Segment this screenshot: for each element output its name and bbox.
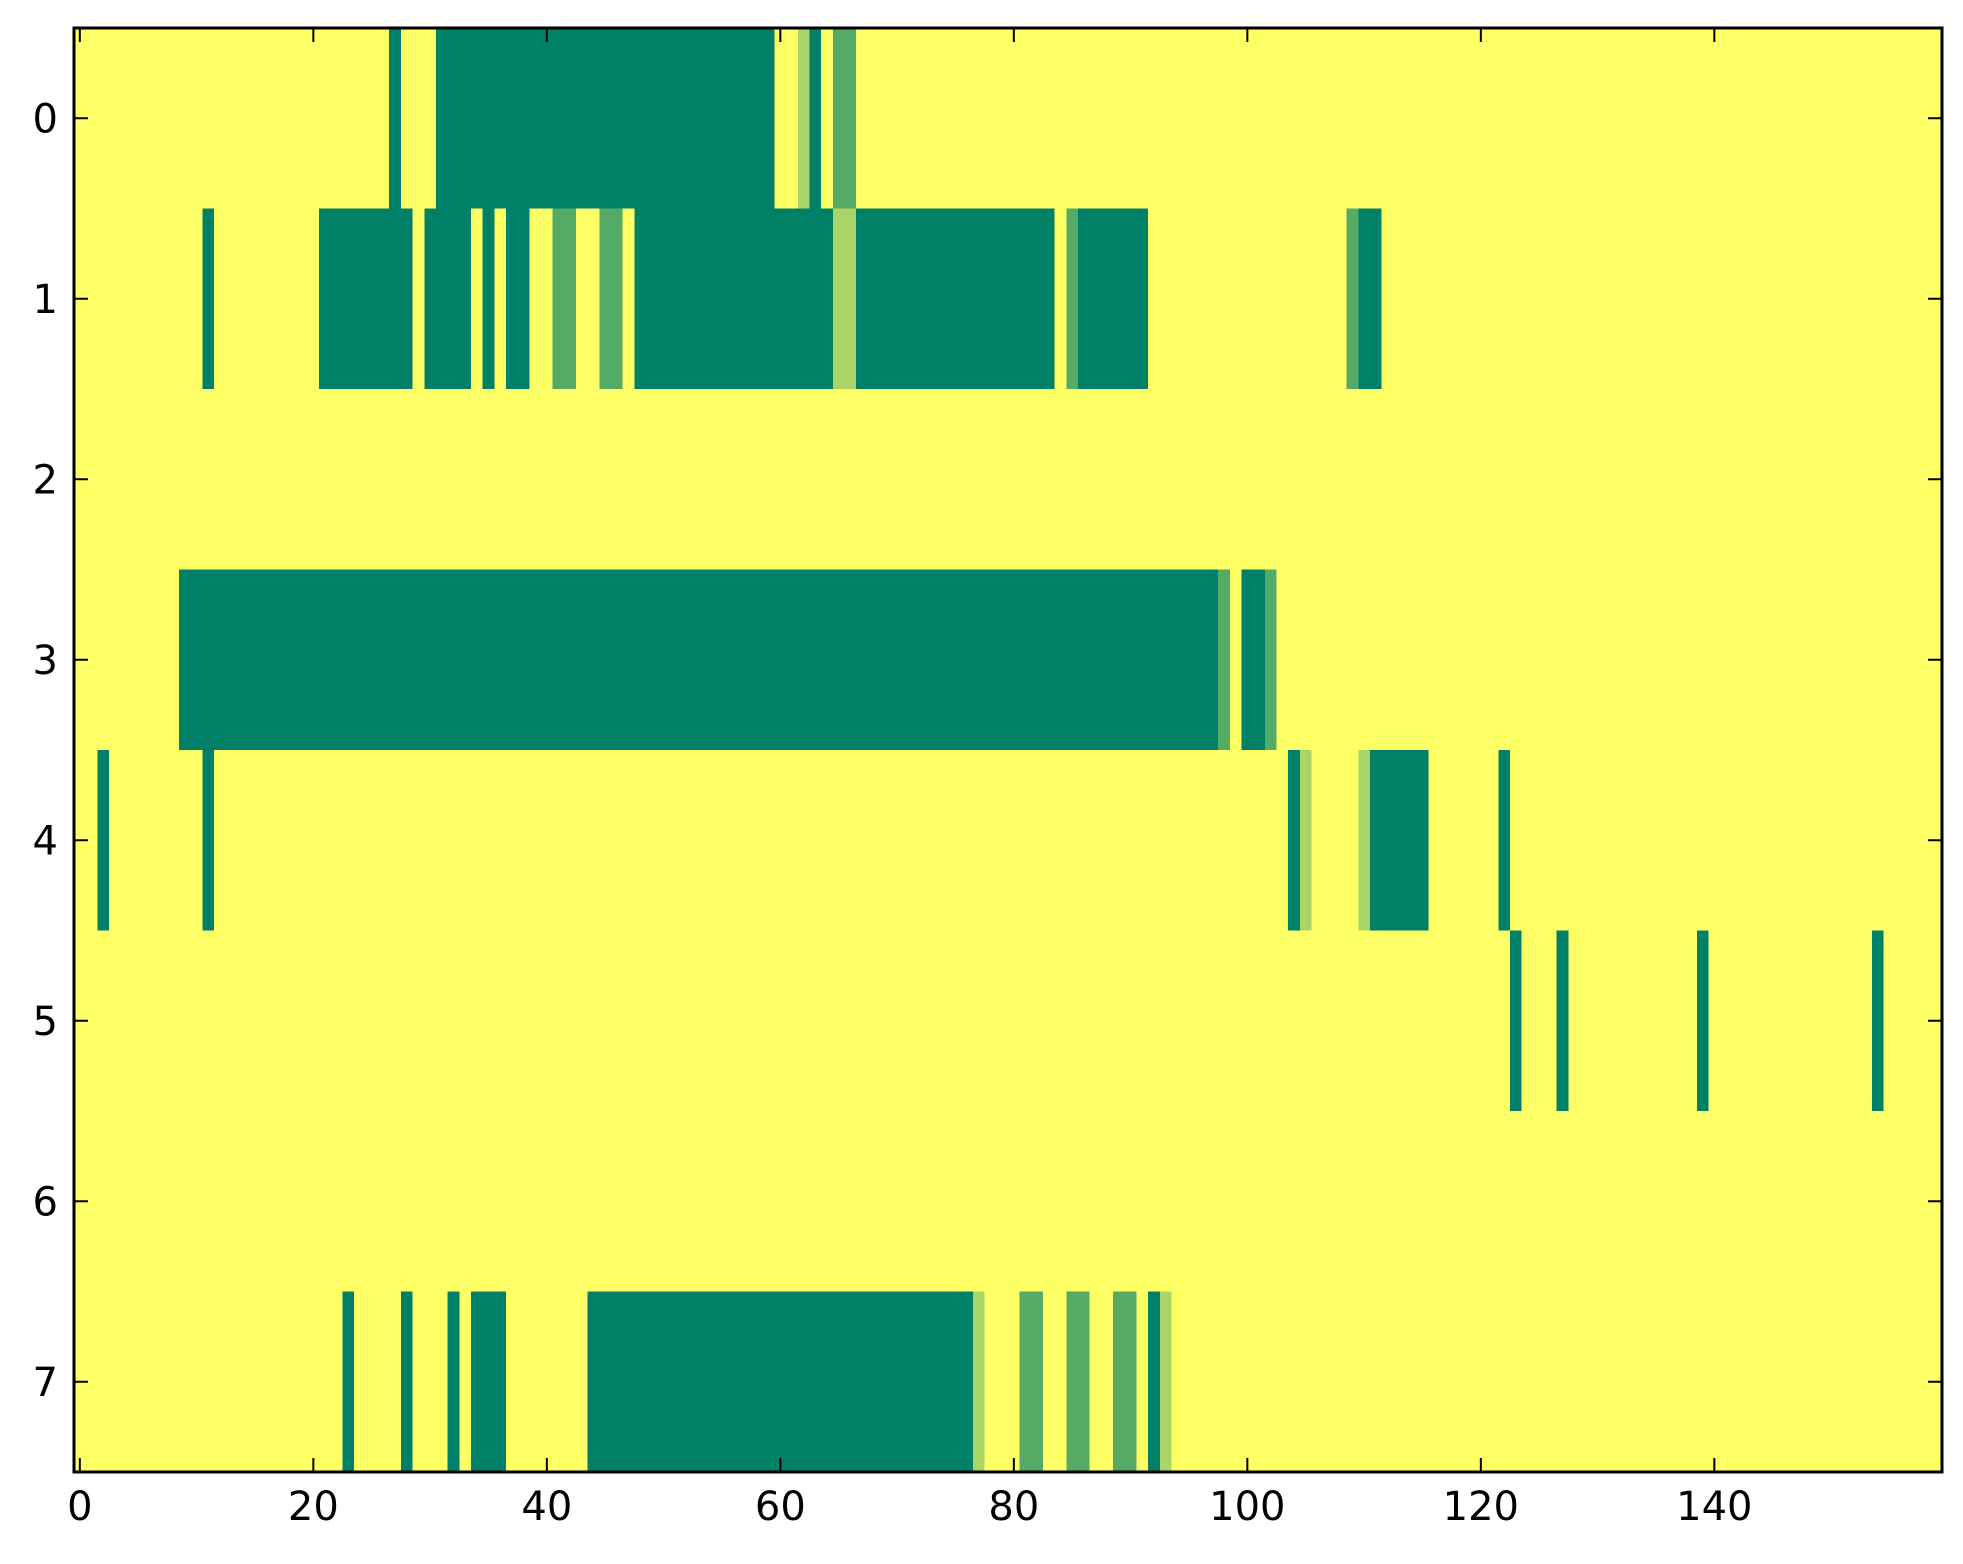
heatmap-cell-segment <box>832 208 857 389</box>
x-tick-label: 140 <box>1676 1484 1752 1530</box>
heatmap-cell-segment <box>424 208 471 389</box>
heatmap-cell-segment <box>587 1291 973 1472</box>
y-tick-label: 7 <box>33 1360 58 1406</box>
x-tick-label: 0 <box>67 1484 92 1530</box>
plot-frame <box>72 26 1944 1474</box>
heatmap-cell-segment <box>482 208 495 389</box>
heatmap-cell-segment <box>1066 208 1079 389</box>
heatmap-cell-segment <box>389 28 401 209</box>
x-tick-label: 40 <box>521 1484 572 1530</box>
y-tick-label: 2 <box>33 457 58 503</box>
heatmap-cell-segment <box>1510 930 1522 1111</box>
heatmap-cell-segment <box>97 750 110 931</box>
heatmap-cell-segment <box>1159 1291 1172 1472</box>
heatmap-cell-segment <box>1498 750 1511 931</box>
heatmap-cell-segment <box>202 208 215 389</box>
heatmap-cell-segment <box>505 208 530 389</box>
heatmap-cell-segment <box>1556 930 1569 1111</box>
heatmap-cell-segment <box>470 1291 506 1472</box>
plot-area <box>74 28 1942 1472</box>
heatmap-cell-segment <box>435 28 775 209</box>
y-tick-label: 0 <box>33 96 58 142</box>
heatmap-cell-segment <box>1066 1291 1090 1472</box>
axis-ticks <box>74 28 1942 1472</box>
heatmap-cell-segment <box>832 28 857 209</box>
x-tick-label: 120 <box>1443 1484 1519 1530</box>
heatmap-cell-segment <box>809 28 822 209</box>
heatmap-cell-segment <box>1369 750 1429 931</box>
heatmap-cell-segment <box>319 208 413 389</box>
heatmap-cell-segment <box>797 28 810 209</box>
heatmap-cell-segment <box>1078 208 1149 389</box>
heatmap-cell-segment <box>179 569 1219 750</box>
heatmap-cell-segment <box>972 1291 985 1472</box>
heatmap-cell-segment <box>400 1291 413 1472</box>
heatmap-cell-segment <box>599 208 623 389</box>
heatmap-cell-segment <box>202 750 215 931</box>
y-tick-label: 1 <box>33 277 58 323</box>
heatmap-cell-segment <box>447 1291 460 1472</box>
x-tick-label: 100 <box>1209 1484 1285 1530</box>
y-tick-label: 6 <box>33 1179 58 1225</box>
heatmap-cell-segment <box>552 208 577 389</box>
heatmap-cell-segment <box>1871 930 1884 1111</box>
heatmap-cell-segment <box>1288 750 1300 931</box>
x-tick-label: 60 <box>755 1484 806 1530</box>
y-tick-label: 5 <box>33 999 58 1045</box>
heatmap-cell-segment <box>342 1291 355 1472</box>
x-tick-label: 80 <box>988 1484 1039 1530</box>
heatmap-cell-segment <box>1358 208 1382 389</box>
heatmap-cell-segment <box>634 208 833 389</box>
heatmap-cell-segment <box>1358 750 1370 931</box>
axis-tick-labels: 0 20 40 60 80 100 120 140 0 1 2 3 4 5 6 7 <box>33 96 1753 1530</box>
heatmap-cell-segment <box>1218 569 1230 750</box>
heatmap-cell-segment <box>1241 569 1265 750</box>
heatmap-cell-segment <box>1696 930 1709 1111</box>
heatmap-cell-segment <box>1148 1291 1160 1472</box>
heatmap-cell-segment <box>1113 1291 1137 1472</box>
y-tick-label: 4 <box>33 818 58 864</box>
heatmap-cell-segment <box>1019 1291 1044 1472</box>
x-tick-label: 20 <box>288 1484 339 1530</box>
heatmap-cell-segment <box>1299 750 1312 931</box>
y-tick-label: 3 <box>33 638 58 684</box>
heatmap-cell-segment <box>1264 569 1277 750</box>
heatmap-cell-segment <box>856 208 1055 389</box>
heatmap-cell-segment <box>1346 208 1359 389</box>
